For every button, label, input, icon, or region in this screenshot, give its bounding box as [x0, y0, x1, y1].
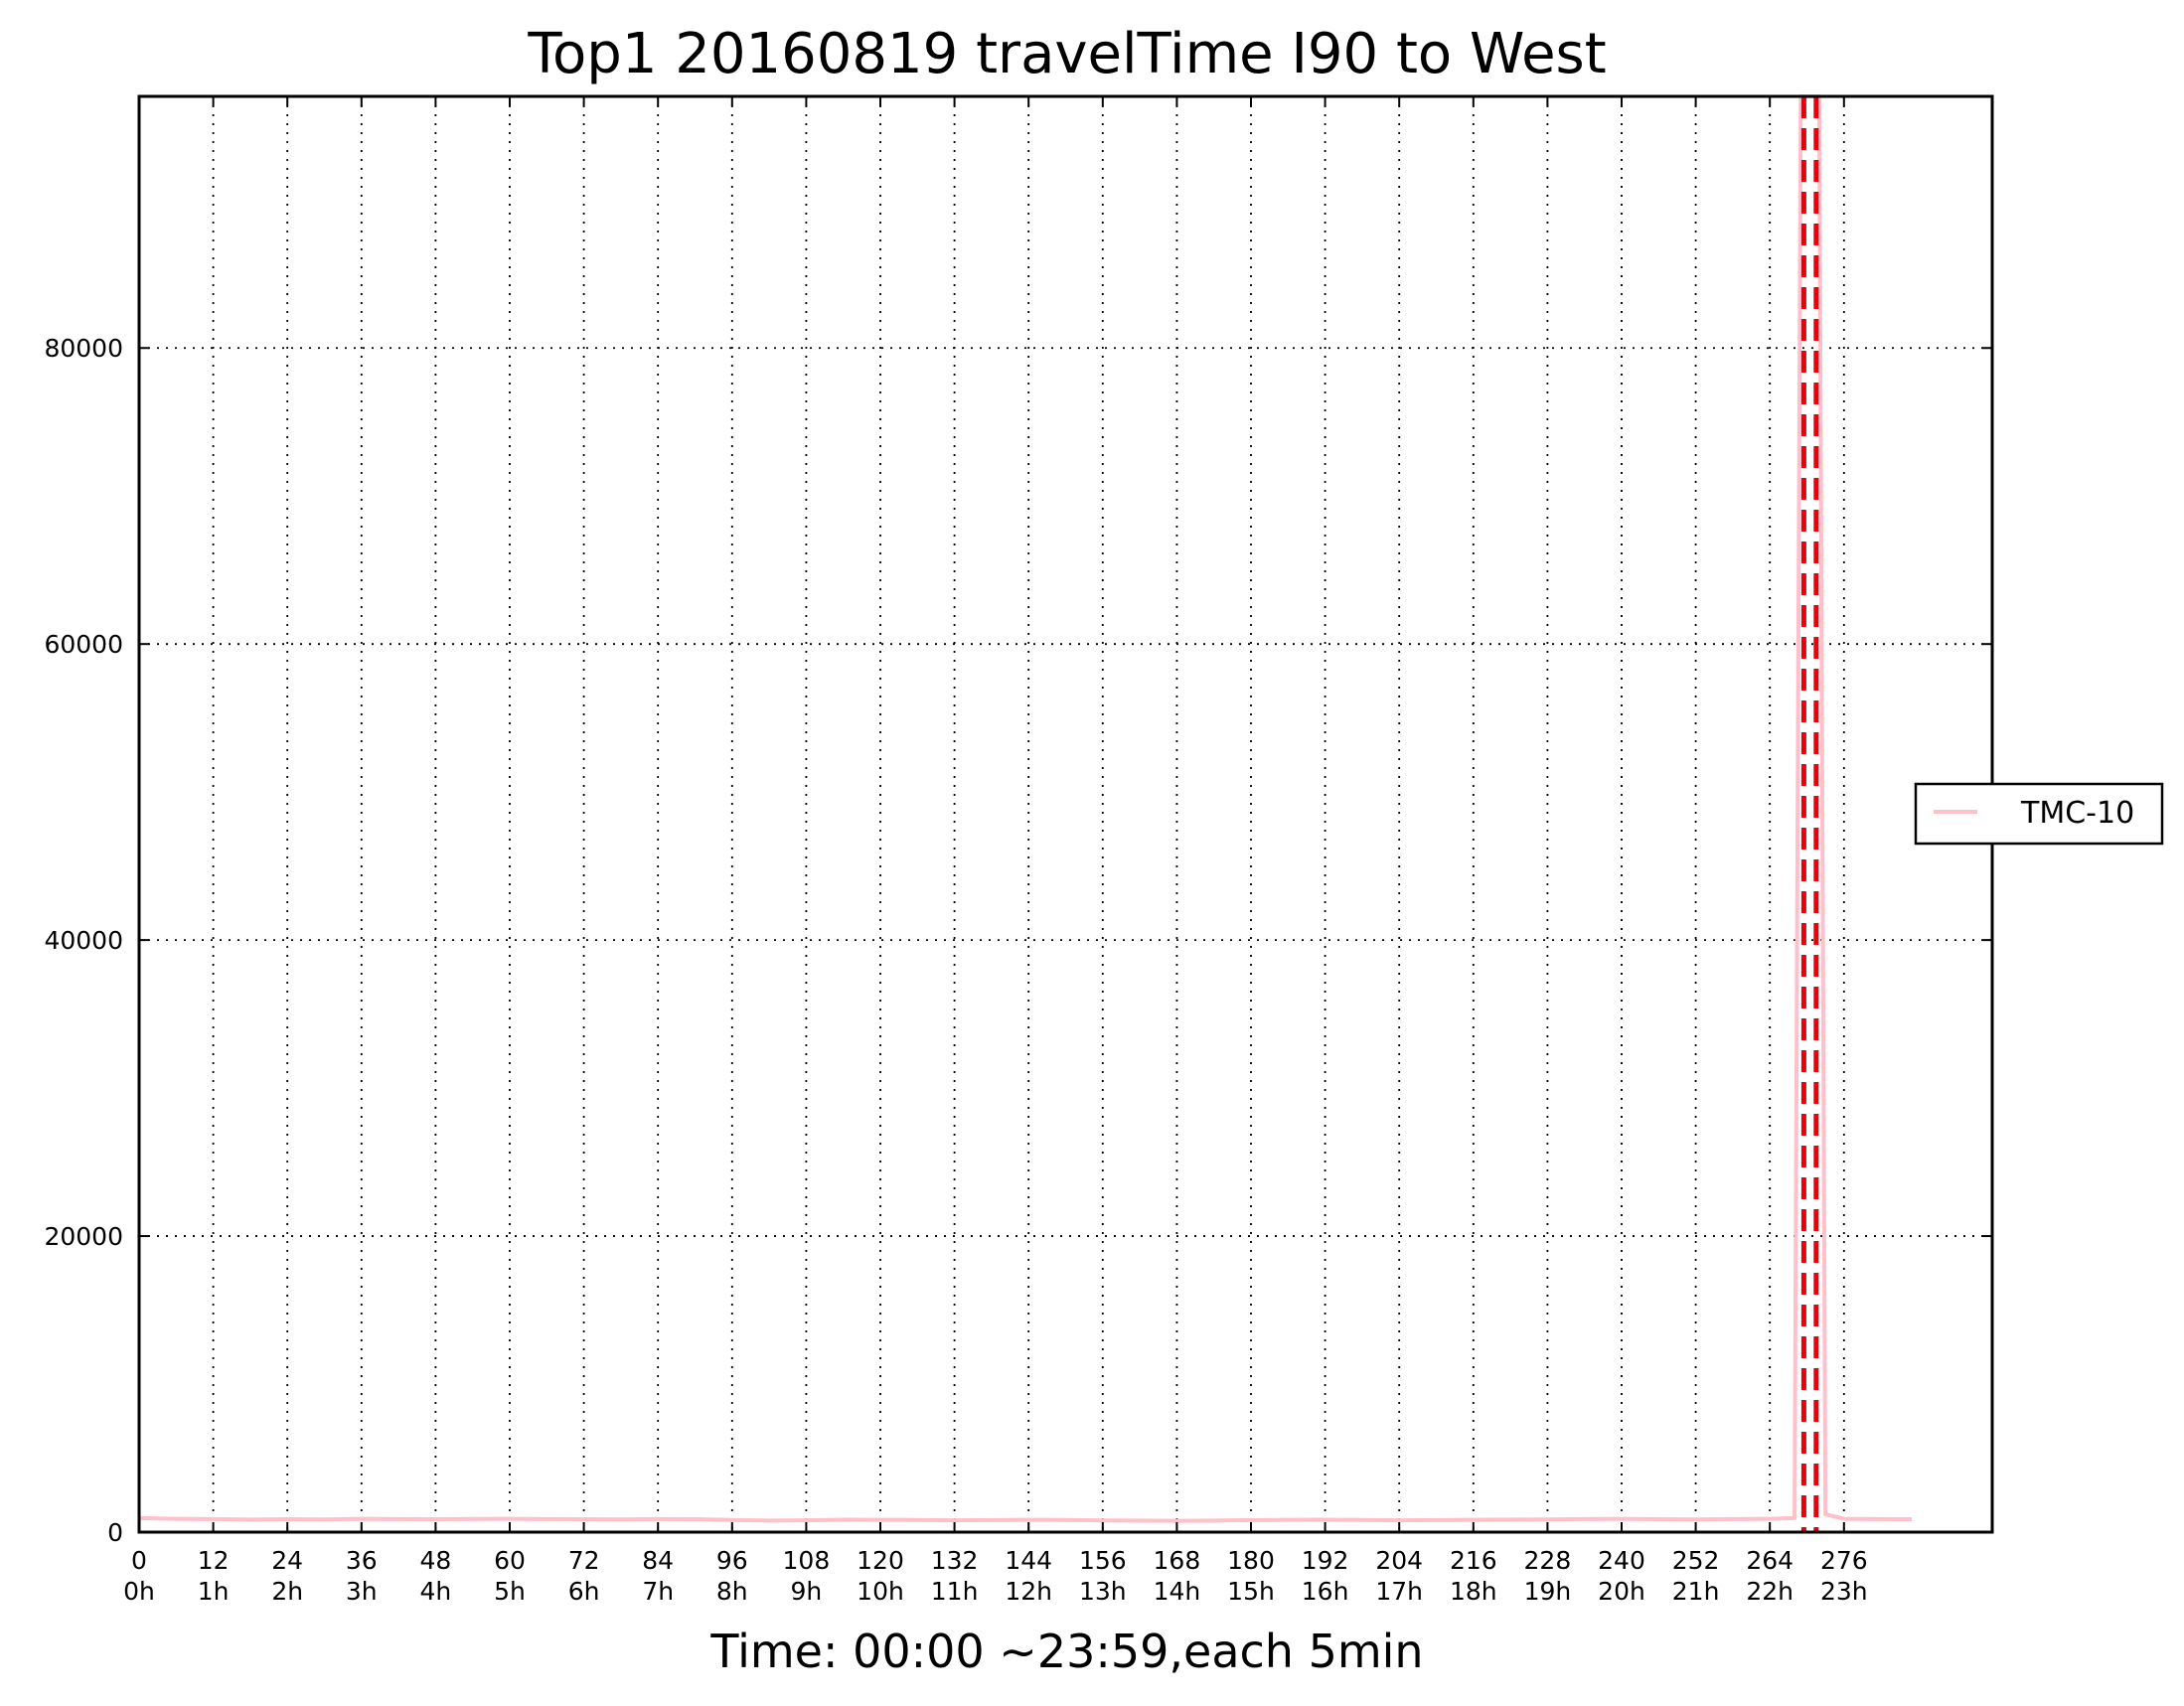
x-tick-label: 144 — [1005, 1546, 1052, 1575]
x-tick-hour-label: 12h — [1005, 1577, 1052, 1606]
x-tick-hour-label: 5h — [494, 1577, 526, 1606]
x-tick-label: 240 — [1598, 1546, 1645, 1575]
x-tick-hour-label: 6h — [568, 1577, 600, 1606]
x-tick-label: 228 — [1524, 1546, 1572, 1575]
x-tick-label: 48 — [419, 1546, 451, 1575]
x-tick-hour-label: 18h — [1450, 1577, 1497, 1606]
x-tick-hour-label: 8h — [716, 1577, 748, 1606]
x-tick-label: 108 — [783, 1546, 831, 1575]
x-tick-hour-label: 20h — [1598, 1577, 1645, 1606]
x-tick-hour-label: 14h — [1154, 1577, 1201, 1606]
x-tick-hour-label: 11h — [931, 1577, 979, 1606]
vertical-markers — [1800, 96, 1819, 1532]
y-tick-label: 40000 — [44, 926, 123, 955]
series-line-tmc-10 — [138, 94, 1913, 1523]
legend: TMC-10 — [1914, 782, 2164, 846]
x-tick-hour-label: 9h — [791, 1577, 823, 1606]
x-tick-hour-label: 23h — [1820, 1577, 1868, 1606]
chart-title: Top1 20160819 travelTime I90 to West — [527, 22, 1606, 86]
x-tick-hour-label: 17h — [1375, 1577, 1423, 1606]
x-tick-label: 132 — [931, 1546, 979, 1575]
x-tick-label: 252 — [1672, 1546, 1720, 1575]
y-tick-label: 60000 — [44, 630, 123, 659]
x-tick-hour-label: 4h — [420, 1577, 452, 1606]
x-tick-label: 72 — [568, 1546, 600, 1575]
x-tick-label: 156 — [1079, 1546, 1127, 1575]
x-tick-label: 84 — [642, 1546, 674, 1575]
x-tick-hour-label: 3h — [346, 1577, 378, 1606]
x-tick-hour-label: 22h — [1746, 1577, 1794, 1606]
plot-frame — [137, 94, 1994, 1534]
x-tick-label: 192 — [1302, 1546, 1349, 1575]
axis-ticks: 00h121h242h363h484h605h726h847h968h1089h… — [44, 96, 1992, 1606]
x-tick-hour-label: 19h — [1524, 1577, 1572, 1606]
grid-lines — [139, 96, 1992, 1532]
x-tick-label: 36 — [346, 1546, 378, 1575]
x-tick-hour-label: 21h — [1672, 1577, 1720, 1606]
x-tick-label: 24 — [271, 1546, 303, 1575]
x-tick-hour-label: 1h — [198, 1577, 230, 1606]
x-tick-label: 204 — [1375, 1546, 1423, 1575]
y-tick-label: 80000 — [44, 334, 123, 363]
legend-label-tmc-10: TMC-10 — [2020, 796, 2134, 831]
x-tick-label: 120 — [857, 1546, 904, 1575]
x-tick-hour-label: 2h — [271, 1577, 303, 1606]
x-tick-hour-label: 16h — [1302, 1577, 1349, 1606]
x-tick-label: 96 — [716, 1546, 748, 1575]
x-tick-hour-label: 10h — [857, 1577, 904, 1606]
x-tick-label: 276 — [1820, 1546, 1868, 1575]
x-tick-label: 216 — [1450, 1546, 1497, 1575]
x-tick-label: 180 — [1227, 1546, 1275, 1575]
x-axis-label: Time: 00:00 ~23:59,each 5min — [709, 1625, 1423, 1678]
x-tick-hour-label: 0h — [123, 1577, 155, 1606]
x-tick-hour-label: 13h — [1079, 1577, 1127, 1606]
x-tick-label: 60 — [494, 1546, 526, 1575]
x-tick-label: 0 — [131, 1546, 147, 1575]
x-tick-label: 168 — [1154, 1546, 1201, 1575]
x-tick-label: 12 — [198, 1546, 230, 1575]
x-tick-label: 264 — [1746, 1546, 1794, 1575]
plot-data — [138, 94, 1913, 1523]
y-tick-label: 0 — [107, 1518, 123, 1547]
x-tick-hour-label: 7h — [642, 1577, 674, 1606]
x-tick-hour-label: 15h — [1227, 1577, 1275, 1606]
y-tick-label: 20000 — [44, 1222, 123, 1251]
